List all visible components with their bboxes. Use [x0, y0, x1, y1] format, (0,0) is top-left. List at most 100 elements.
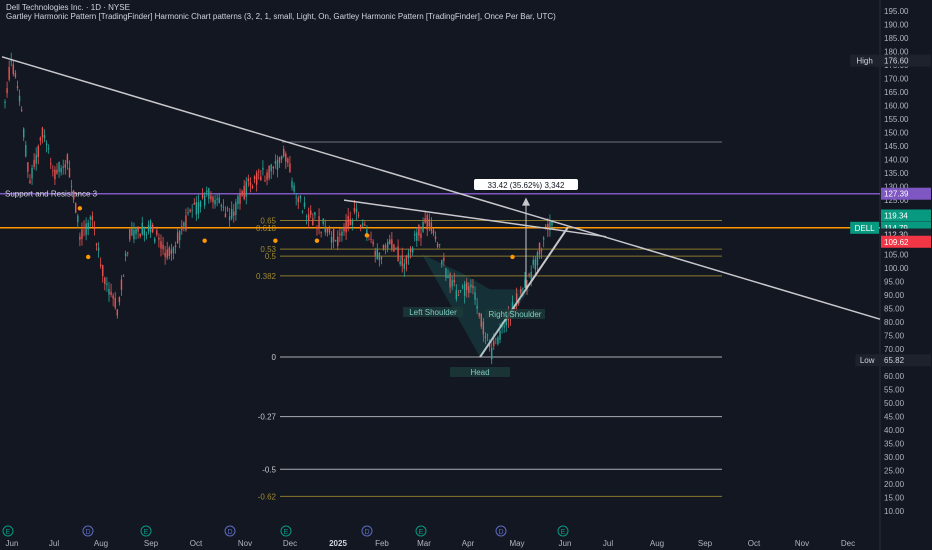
- candle-body: [370, 239, 372, 240]
- candle-body: [472, 285, 474, 289]
- y-tick-label: 75.00: [884, 331, 905, 340]
- y-tick-label: 130.00: [884, 183, 909, 192]
- candle-body: [249, 182, 252, 186]
- candle-body: [428, 219, 430, 227]
- price-tag-value: 112.30: [884, 231, 908, 240]
- candle-body: [374, 251, 376, 256]
- candle-body: [83, 227, 85, 229]
- event-marker[interactable]: [224, 525, 236, 537]
- candle-body: [216, 198, 218, 200]
- candle-body: [145, 234, 148, 236]
- price-tag-value: 176.60: [884, 57, 909, 66]
- fib-level-label: 0.382: [256, 272, 277, 281]
- candle-body: [434, 236, 437, 239]
- candle-body: [270, 164, 272, 172]
- candle-body: [405, 255, 408, 265]
- y-tick-label: 170.00: [884, 74, 909, 83]
- candle-body: [349, 219, 351, 226]
- candle-body: [168, 247, 171, 256]
- x-tick-label: Oct: [748, 539, 761, 548]
- candle-body: [484, 336, 487, 338]
- candle-body: [258, 171, 260, 173]
- candle-body: [378, 252, 381, 261]
- event-marker[interactable]: [140, 525, 152, 537]
- candle-body: [156, 230, 158, 235]
- candle-body: [37, 146, 39, 158]
- candle-body: [316, 226, 318, 229]
- candle-body: [106, 283, 108, 285]
- candle-body: [64, 164, 67, 168]
- candle-body: [179, 230, 181, 241]
- y-tick-label: 20.00: [884, 480, 905, 489]
- pattern-marker: [364, 233, 370, 238]
- event-marker[interactable]: [82, 525, 94, 537]
- candle-body: [70, 185, 73, 187]
- pattern-marker: [77, 206, 83, 211]
- candle-body: [470, 284, 472, 288]
- y-tick-label: 135.00: [884, 169, 909, 178]
- candle-body: [299, 195, 302, 199]
- candle-body: [443, 257, 445, 261]
- x-tick-label: Sep: [698, 539, 713, 548]
- candle-body: [328, 227, 331, 233]
- event-marker[interactable]: [361, 525, 373, 537]
- candle-body: [384, 245, 387, 248]
- y-tick-label: 195.00: [884, 7, 909, 16]
- candle-body: [293, 185, 295, 192]
- candle-body: [399, 261, 401, 264]
- candle-body: [212, 196, 214, 203]
- candle-body: [231, 208, 233, 219]
- fib-level-label: -0.27: [258, 413, 277, 422]
- y-tick-label: 160.00: [884, 101, 909, 110]
- event-marker-label: D: [227, 529, 232, 536]
- event-marker-label: E: [144, 529, 149, 536]
- candle-body: [314, 212, 316, 216]
- event-marker[interactable]: [2, 525, 14, 537]
- indicator-title: Gartley Harmonic Pattern [TradingFinder]…: [6, 12, 556, 21]
- y-tick-label: 15.00: [884, 494, 905, 503]
- candle-body: [391, 239, 393, 249]
- pattern-label: Left Shoulder: [409, 308, 457, 317]
- event-marker[interactable]: [415, 525, 427, 537]
- trendline-wedge-upper: [343, 199, 607, 238]
- candle-body: [520, 289, 522, 294]
- y-tick-label: 80.00: [884, 318, 905, 327]
- y-tick-label: 40.00: [884, 426, 905, 435]
- candle-body: [50, 163, 52, 165]
- candle-body: [41, 127, 44, 138]
- pattern-label-bg: [450, 367, 510, 377]
- candle-body: [455, 290, 458, 300]
- candle-body: [39, 137, 42, 141]
- y-tick-label: 95.00: [884, 277, 905, 286]
- candle-body: [318, 216, 320, 228]
- event-marker[interactable]: [495, 525, 507, 537]
- y-tick-label: 145.00: [884, 142, 909, 151]
- candle-body: [116, 309, 119, 316]
- candle-body: [397, 246, 399, 262]
- y-tick-label: 30.00: [884, 453, 905, 462]
- candle-body: [162, 244, 164, 250]
- candle-body: [451, 280, 453, 287]
- candle-body: [447, 275, 449, 279]
- candle-body: [362, 223, 364, 226]
- candle-body: [68, 167, 71, 178]
- event-marker[interactable]: [557, 525, 569, 537]
- candle-body: [409, 248, 412, 253]
- candle-body: [47, 148, 50, 150]
- candle-body: [486, 334, 489, 336]
- candle-body: [357, 215, 360, 217]
- candle-body: [72, 190, 75, 200]
- candle-body: [534, 259, 537, 270]
- candle-body: [97, 247, 100, 251]
- candle-body: [31, 167, 33, 179]
- candle-body: [359, 224, 362, 229]
- event-marker[interactable]: [280, 525, 292, 537]
- candle-body: [197, 202, 200, 214]
- y-tick-label: 125.00: [884, 196, 909, 205]
- price-tag-label: Low: [860, 356, 875, 365]
- fib-level-label: 0.5: [265, 252, 277, 261]
- candle-body: [295, 197, 297, 199]
- candle-body: [129, 229, 131, 240]
- price-tag-value: 114.79: [884, 224, 908, 233]
